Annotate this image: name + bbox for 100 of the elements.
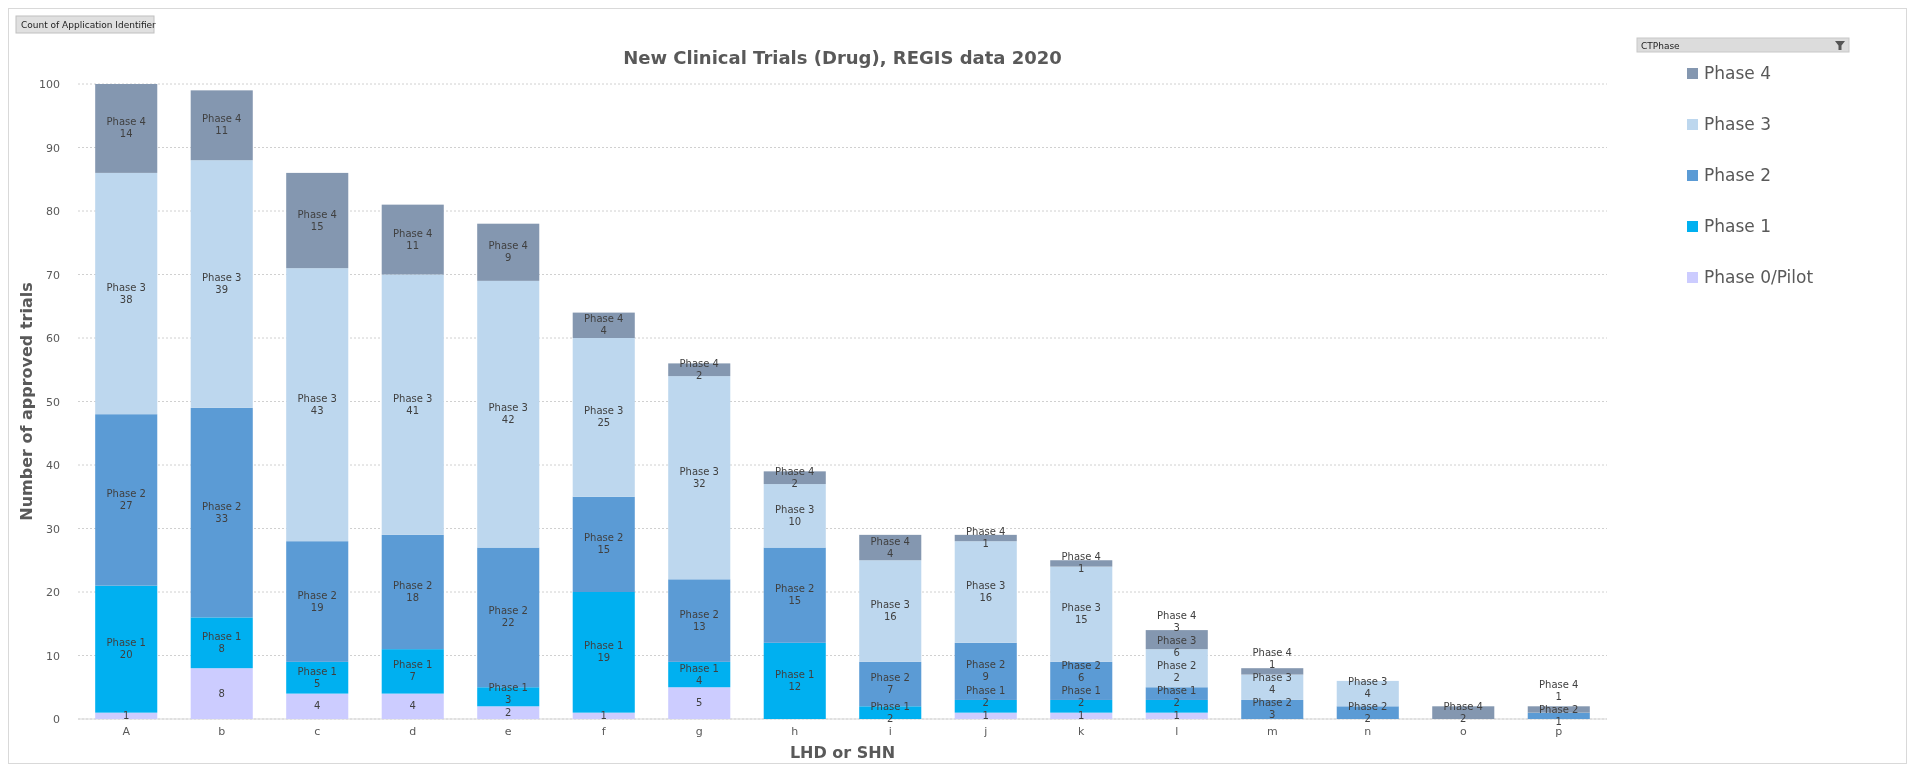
bar (381, 204, 444, 275)
data-label: Phase 4 1 (1252, 647, 1292, 671)
x-tick-label: n (1364, 725, 1372, 738)
data-label: Phase 3 25 (584, 405, 624, 429)
data-label: Phase 3 6 (1157, 634, 1197, 658)
data-label: Phase 2 7 (870, 672, 910, 696)
legend-label: Phase 0/Pilot (1704, 267, 1814, 287)
y-axis-title: Number of approved trials (17, 282, 36, 521)
y-tick-label: 40 (46, 459, 60, 472)
x-tick-label: i (888, 725, 892, 738)
data-label: Phase 2 2 (1348, 700, 1388, 724)
bar (954, 712, 1017, 719)
bar (95, 585, 158, 713)
data-label: Phase 1 8 (202, 630, 242, 654)
bar (1145, 699, 1208, 713)
bar (572, 338, 635, 497)
bar (954, 541, 1017, 643)
bar (572, 496, 635, 592)
data-label: Phase 1 4 (679, 662, 719, 686)
bar (954, 699, 1017, 713)
data-label: 1 (1078, 709, 1085, 721)
y-tick-label: 70 (46, 268, 60, 282)
data-label: Phase 2 18 (393, 580, 433, 603)
data-label: Phase 4 1 (1061, 551, 1101, 575)
bar (95, 712, 158, 719)
bar (1527, 712, 1590, 719)
x-tick-label: j (983, 725, 988, 738)
data-label: 1 (982, 709, 989, 721)
bar (95, 414, 158, 586)
bar (95, 84, 158, 173)
x-tick-label: A (122, 725, 131, 738)
bar (381, 693, 444, 719)
x-tick-label: l (1175, 725, 1179, 738)
data-label: Phase 3 41 (393, 392, 433, 416)
bar (1145, 712, 1208, 719)
data-label: Phase 2 6 (1061, 659, 1101, 683)
bar (1050, 699, 1113, 713)
data-label: Phase 4 11 (202, 113, 242, 137)
bar (190, 160, 253, 408)
bar (859, 560, 922, 662)
bar (381, 649, 444, 694)
data-label: Phase 1 5 (297, 665, 337, 689)
bar (286, 268, 349, 542)
bar (381, 274, 444, 535)
data-label: Phase 3 32 (679, 465, 719, 489)
data-label: 8 (218, 687, 225, 699)
data-label: Phase 1 3 (488, 681, 528, 705)
y-tick-label: 0 (53, 713, 60, 726)
data-label: Phase 2 2 (1157, 659, 1197, 683)
y-tick-label: 80 (46, 205, 60, 218)
data-label: Phase 1 20 (106, 637, 146, 661)
data-label: Phase 3 4 (1252, 672, 1292, 696)
data-label: Phase 4 1 (1539, 678, 1579, 702)
legend-label: Phase 3 (1704, 114, 1771, 134)
data-label: Phase 3 10 (775, 503, 815, 527)
data-label: Phase 3 39 (202, 272, 242, 296)
data-label: Phase 4 14 (106, 116, 146, 140)
x-tick-label: f (601, 725, 607, 738)
bar (477, 280, 540, 548)
bar (190, 617, 253, 669)
data-label: Phase 1 7 (393, 659, 433, 683)
bar (286, 693, 349, 719)
y-tick-label: 90 (46, 141, 60, 155)
data-label: Phase 2 15 (584, 532, 624, 556)
y-tick-label: 60 (46, 332, 60, 345)
chart-title: New Clinical Trials (Drug), REGIS data 2020 (623, 47, 1062, 68)
data-label: Phase 2 15 (775, 583, 815, 607)
legend-label: Phase 4 (1704, 63, 1771, 83)
data-label: 1 (1173, 709, 1180, 721)
data-label: Phase 3 16 (870, 599, 910, 623)
data-label: Phase 4 3 (1157, 609, 1197, 633)
bar (1241, 668, 1304, 675)
x-tick-label: m (1266, 725, 1278, 738)
bar (668, 579, 731, 662)
data-label: 1 (123, 709, 130, 721)
x-tick-label: c (314, 725, 321, 738)
data-label: Phase 1 12 (775, 668, 815, 692)
y-tick-label: 50 (46, 395, 60, 409)
y-tick-label: 20 (46, 586, 60, 599)
bar (477, 706, 540, 719)
y-tick-label: 10 (46, 649, 60, 663)
x-tick-label: h (791, 725, 799, 738)
data-label: Phase 2 19 (297, 589, 337, 613)
legend-label: Phase 1 (1704, 216, 1771, 236)
data-label: Phase 1 2 (966, 684, 1006, 708)
data-label: Phase 4 9 (488, 240, 528, 264)
x-tick-label: p (1555, 725, 1563, 738)
bar (381, 534, 444, 650)
data-label: Phase 3 4 (1348, 675, 1388, 699)
x-tick-label: o (1459, 725, 1467, 738)
text: Count of Application Identifier (21, 20, 157, 30)
data-label: Phase 2 9 (966, 659, 1006, 683)
legend-label: Phase 2 (1704, 165, 1771, 185)
data-label: Phase 3 42 (488, 402, 528, 426)
bar (95, 172, 158, 415)
x-tick-label: e (504, 725, 512, 738)
data-label: Phase 3 43 (297, 392, 337, 416)
bar (668, 687, 731, 719)
bar (477, 223, 540, 281)
data-label: 5 (696, 697, 703, 709)
